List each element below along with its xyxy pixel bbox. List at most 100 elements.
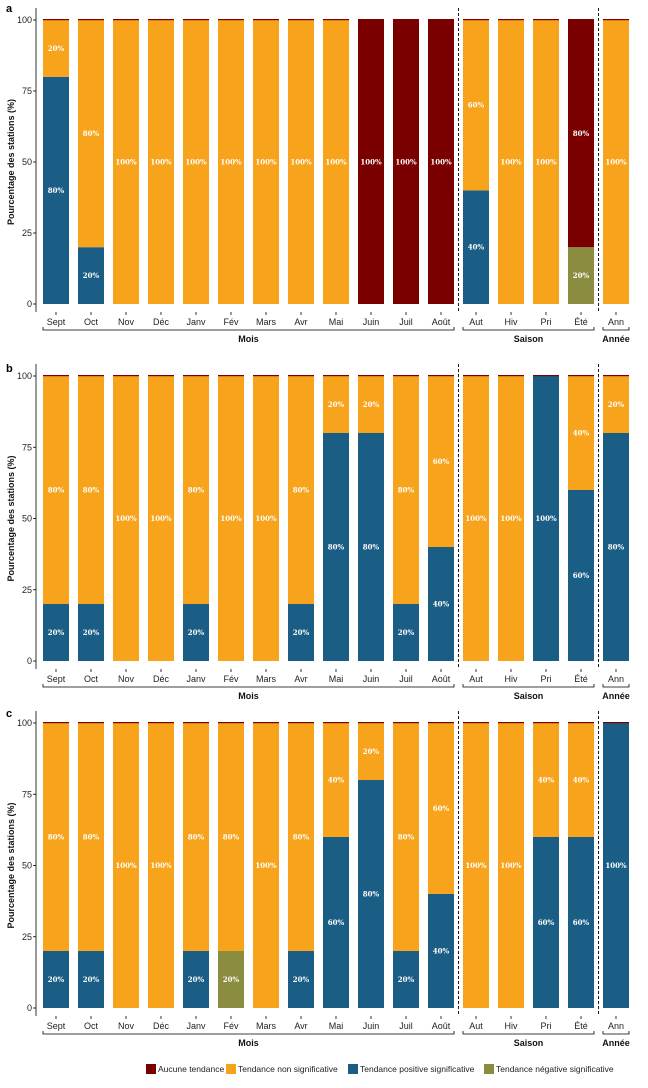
x-tick-label: Avr: [294, 317, 307, 327]
bar-top-cap: [148, 375, 174, 377]
bar-segment-Juin: [358, 433, 384, 661]
bar-top-cap: [358, 722, 384, 724]
bar-segment-Avr: [288, 604, 314, 661]
bar-value-label: 60%: [573, 571, 590, 580]
bar-top-cap: [603, 722, 629, 724]
bar-top-cap: [113, 19, 139, 21]
group-title: Année: [602, 334, 630, 344]
bar-value-label: 100%: [115, 861, 137, 870]
bar-value-label: 100%: [605, 158, 627, 167]
bar-value-label: 100%: [465, 514, 487, 523]
bar-segment-Nov: [113, 20, 139, 304]
bar-value-label: 80%: [188, 486, 205, 495]
bar-top-cap: [463, 375, 489, 377]
bar-segment-Juin: [358, 723, 384, 780]
group-bracket: [602, 327, 630, 331]
bar-value-label: 20%: [83, 975, 100, 984]
panel-b: b 0 25 50 75 100 Pourcentage des stations (%) 2…: [6, 363, 630, 701]
group-title: Année: [602, 691, 630, 701]
bar-top-cap: [253, 722, 279, 724]
bar-value-label: 40%: [468, 243, 485, 252]
bar-segment-Ann: [603, 723, 629, 1008]
bar-value-label: 100%: [360, 158, 382, 167]
bar-value-label: 20%: [293, 975, 310, 984]
bar-segment-Pri: [533, 723, 559, 837]
bar-segment-Déc: [148, 723, 174, 1008]
bar-value-label: 20%: [48, 628, 65, 637]
x-tick-label: Ann: [608, 1021, 624, 1031]
bar-segment-Janv: [183, 951, 209, 1008]
bar-value-label: 20%: [188, 628, 205, 637]
bar-segment-Juin: [358, 20, 384, 304]
bar-value-label: 80%: [608, 543, 625, 552]
bar-segment-Janv: [183, 376, 209, 604]
bar-value-label: 100%: [500, 158, 522, 167]
bar-top-cap: [428, 19, 454, 21]
bar-value-label: 100%: [430, 158, 452, 167]
bar-value-label: 100%: [290, 158, 312, 167]
bar-top-cap: [428, 375, 454, 377]
bar-segment-Été: [568, 376, 594, 490]
bar-value-label: 100%: [150, 514, 172, 523]
bar-value-label: 20%: [573, 271, 590, 280]
legend-label: Tendance négative significative: [496, 1064, 614, 1074]
legend-swatch: [226, 1064, 236, 1074]
bar-top-cap: [43, 375, 69, 377]
bar-segment-Mars: [253, 376, 279, 661]
y-tick-label: 0: [27, 299, 32, 309]
bar-value-label: 40%: [538, 776, 555, 785]
bar-segment-Janv: [183, 20, 209, 304]
group-title: Mois: [238, 1038, 259, 1048]
y-axis-title: Pourcentage des stations (%): [6, 802, 16, 928]
bar-value-label: 80%: [83, 129, 100, 138]
legend-item: Tendance négative significative: [484, 1064, 614, 1074]
bar-segment-Ann: [603, 20, 629, 304]
bar-top-cap: [568, 375, 594, 377]
bar-segment-Été: [568, 837, 594, 1008]
y-tick-label: 0: [27, 656, 32, 666]
bar-value-label: 20%: [83, 271, 100, 280]
bar-segment-Été: [568, 247, 594, 304]
bar-top-cap: [498, 375, 524, 377]
bar-top-cap: [568, 722, 594, 724]
y-tick-label: 75: [22, 442, 32, 452]
bar-value-label: 80%: [328, 543, 345, 552]
bar-top-cap: [498, 722, 524, 724]
bar-segment-Août: [428, 547, 454, 661]
legend-label: Tendance non significative: [238, 1064, 338, 1074]
bar-segment-Été: [568, 490, 594, 661]
bar-segment-Mai: [323, 433, 349, 661]
bar-segment-Hiv: [498, 723, 524, 1008]
x-tick-label: Janv: [186, 1021, 206, 1031]
bar-segment-Nov: [113, 376, 139, 661]
x-tick-label: Janv: [186, 674, 206, 684]
x-tick-label: Déc: [153, 674, 170, 684]
bar-segment-Sept: [43, 376, 69, 604]
x-tick-label: Juin: [363, 674, 380, 684]
legend-swatch: [146, 1064, 156, 1074]
bar-segment-Été: [568, 20, 594, 248]
bar-value-label: 80%: [83, 833, 100, 842]
group-bracket: [462, 1031, 595, 1035]
x-tick-label: Ann: [608, 674, 624, 684]
bar-value-label: 100%: [255, 158, 277, 167]
bar-segment-Août: [428, 723, 454, 894]
bar-segment-Août: [428, 894, 454, 1008]
group-bracket: [602, 1031, 630, 1035]
group-bracket: [42, 327, 455, 331]
bar-value-label: 20%: [293, 628, 310, 637]
bar-segment-Pri: [533, 837, 559, 1008]
bar-value-label: 80%: [48, 833, 65, 842]
x-tick-label: Oct: [84, 1021, 99, 1031]
bar-segment-Juil: [393, 723, 419, 951]
bar-top-cap: [323, 722, 349, 724]
bar-value-label: 40%: [433, 600, 450, 609]
bar-top-cap: [253, 375, 279, 377]
bar-segment-Sept: [43, 76, 69, 304]
bar-segment-Pri: [533, 20, 559, 304]
bar-top-cap: [358, 375, 384, 377]
y-tick-label: 100: [17, 718, 32, 728]
x-tick-label: Aut: [469, 674, 483, 684]
bar-segment-Mai: [323, 837, 349, 1008]
x-tick-label: Été: [574, 1021, 588, 1031]
